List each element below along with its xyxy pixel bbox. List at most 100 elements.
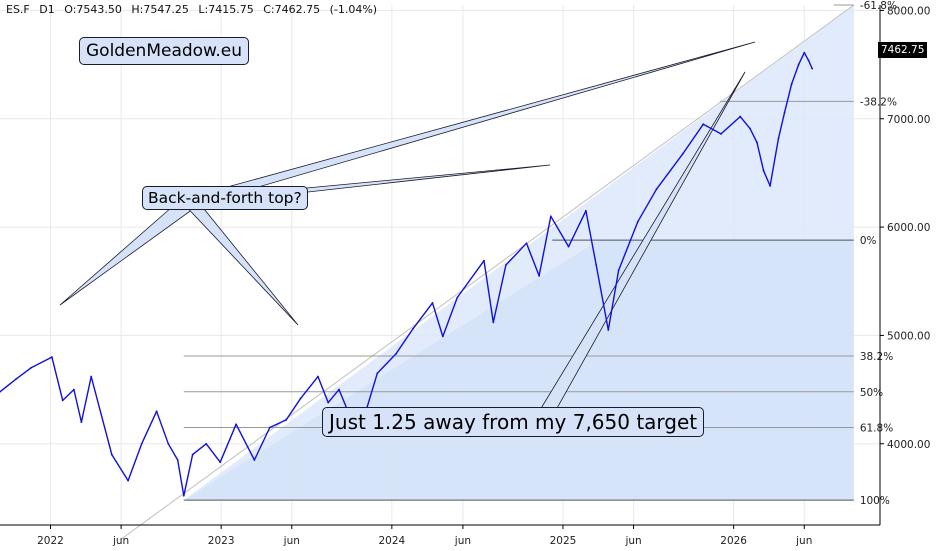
price-point [456,296,459,299]
price-point [90,375,93,378]
callout-pointer-2022-top [59,199,201,306]
price-point [395,352,397,355]
fib-label: 0% [860,235,877,247]
price-point [505,264,507,266]
change-value: (-1.04%) [329,3,378,16]
price-point [155,410,158,413]
fib-label: -38.2% [860,96,897,108]
price-point [327,401,330,404]
x-axis-ticks: 2022 jun 2023 jun 2024 jun 2025 jun 2026 jun [37,525,812,547]
price-point [783,111,786,114]
callout-pointer-lines [59,41,756,411]
price-point [811,67,814,70]
x-tick-label: jun [112,535,129,547]
y-tick-label: 6000.00 [887,222,930,234]
price-point [739,115,742,118]
price-point [777,137,780,140]
price-line [0,52,813,497]
price-point [182,494,185,497]
price-point [769,185,772,187]
y-tick-label: 4000.00 [887,439,930,451]
fibonacci-levels: -61.8% -38.2% 0% 38.2% 50% 61.8% 100% [119,0,897,541]
price-point [607,329,610,331]
price-point [483,259,485,262]
price-point [525,242,528,245]
price-point [749,127,751,130]
x-tick-label: 2026 [720,535,747,547]
price-point [492,321,495,324]
price-point [538,274,541,277]
x-tick-label: jun [624,535,641,547]
fib-fill [183,5,854,501]
instrument-header: ES.F D1 O:7543.50 H:7547.25 L:7415.75 C:… [6,3,383,16]
price-point [80,421,83,423]
fib-label: 61.8% [860,423,893,435]
price-point [253,459,256,461]
price-point [72,388,75,391]
fib-label: 100% [860,495,890,507]
callout-pointer-2023-top [178,199,299,326]
price-point [702,123,705,126]
y-tick-label: 7000.00 [887,114,930,126]
y-tick-label: 8000.00 [887,5,930,17]
y-tick-label: 5000.00 [887,330,930,342]
price-point [756,141,758,144]
price-point [595,264,598,266]
fib-label: 50% [860,387,883,399]
price-point [807,59,810,62]
price-point [682,152,685,155]
price-point [317,375,319,378]
price-point [15,377,18,380]
price-point [0,390,1,393]
fib-label: 38.2% [860,351,893,363]
price-point [790,83,793,85]
price-point [219,461,222,464]
x-tick-label: jun [454,535,471,547]
price-series [0,51,814,497]
x-tick-label: 2024 [378,535,405,547]
price-point [797,63,800,66]
symbol-label: ES.F [6,3,30,16]
price-point [441,335,444,338]
price-point [567,245,570,248]
price-point [299,397,302,400]
price-point [127,479,130,482]
y-axis-ticks: 4000.00 5000.00 6000.00 7000.00 8000.00 [880,5,930,451]
price-point [584,209,587,212]
price-point [376,372,379,375]
x-tick-label: jun [795,535,812,547]
price-point [636,220,639,223]
price-point [285,419,288,421]
price-point [803,51,806,54]
close-value: C:7462.75 [263,3,321,16]
fib-label: -61.8% [860,0,897,12]
price-point [617,269,620,272]
price-point [431,302,434,304]
price-point [110,453,113,456]
open-value: O:7543.50 [64,3,122,16]
price-point [51,356,53,358]
price-point [167,442,170,445]
brand-label: GoldenMeadow.eu [79,37,250,65]
price-point [235,423,238,426]
x-tick-label: 2022 [37,535,64,547]
price-point [29,367,32,369]
price-point [176,459,179,461]
top-callout: Back-and-forth top? [142,186,308,210]
price-point [338,388,340,391]
price-point [61,399,64,402]
x-tick-label: 2025 [550,535,577,547]
high-value: H:7547.25 [131,3,189,16]
price-point [140,442,143,445]
current-price-tag: 7462.75 [878,42,928,58]
price-point [191,453,194,456]
price-point [762,169,765,172]
price-point [655,188,658,191]
price-point [411,328,414,330]
x-tick-label: 2023 [208,535,235,547]
price-point [268,426,271,429]
price-point [205,442,208,445]
low-value: L:7415.75 [198,3,254,16]
timeframe-label: D1 [39,3,55,16]
